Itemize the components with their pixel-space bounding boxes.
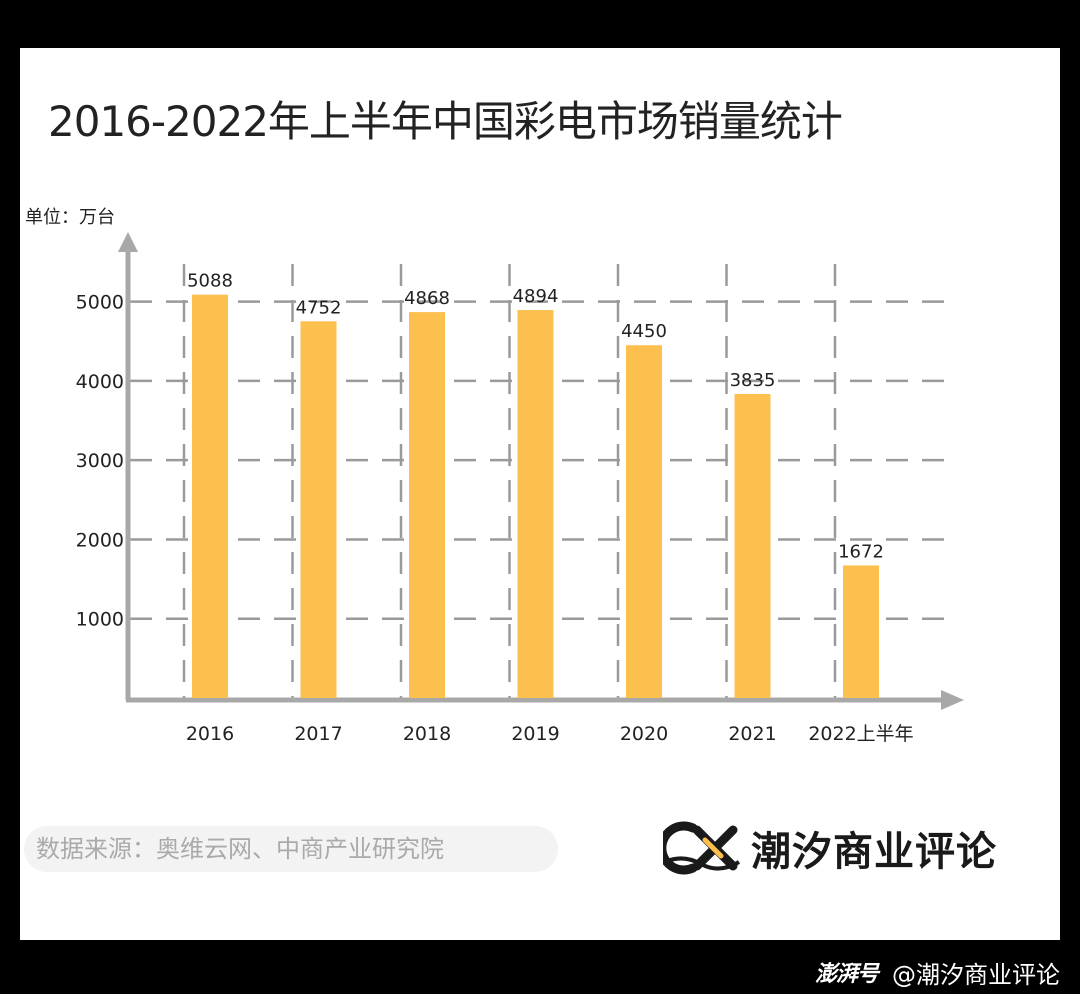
bar	[517, 310, 554, 698]
bars	[192, 294, 879, 698]
x-tick-label: 2016	[186, 723, 234, 745]
axes	[118, 232, 964, 710]
x-tick-label: 2018	[403, 723, 451, 745]
bar	[300, 321, 337, 698]
x-tick-label: 2019	[511, 723, 559, 745]
data-label: 3835	[730, 370, 776, 391]
footer-watermark: 澎湃号 @潮汐商业评论	[815, 954, 1060, 990]
chart-panel: 2016-2022年上半年中国彩电市场销量统计 单位：万台 1000 2000 30…	[20, 48, 1060, 940]
bar	[409, 312, 445, 698]
data-label: 4894	[513, 286, 559, 307]
y-tick-label: 4000	[76, 371, 124, 393]
data-source: 数据来源：奥维云网、中商产业研究院	[24, 826, 558, 872]
x-axis-arrow	[941, 690, 964, 710]
chart-title: 2016-2022年上半年中国彩电市场销量统计	[48, 97, 843, 146]
brand: 潮汐商业评论	[663, 818, 997, 878]
x-tick-label: 2022上半年	[808, 723, 913, 745]
x-tick-label: 2017	[294, 723, 342, 745]
brand-name: 潮汐商业评论	[751, 829, 997, 875]
footer-handle: @潮汐商业评论	[892, 960, 1060, 989]
brand-logo-icon	[663, 821, 741, 875]
x-tick-label: 2020	[620, 723, 668, 745]
footer-logo: 澎湃号	[814, 962, 879, 987]
labels: 1000 2000 3000 4000 5000 5088 2016 4752 2017 4868…	[76, 271, 914, 745]
unit-label: 单位：万台	[25, 207, 115, 228]
data-label: 4450	[621, 321, 667, 342]
bar	[734, 393, 771, 698]
data-label: 1672	[838, 541, 884, 562]
data-label: 5088	[187, 271, 233, 292]
bar	[192, 294, 228, 698]
y-axis-arrow	[118, 232, 138, 252]
bar	[843, 565, 879, 698]
y-tick-label: 2000	[76, 529, 124, 551]
bar	[626, 345, 662, 698]
data-label: 4868	[404, 288, 450, 309]
y-tick-label: 1000	[76, 609, 124, 631]
y-tick-label: 5000	[76, 292, 124, 314]
bar-chart: 1000 2000 3000 4000 5000 5088 2016 4752 2017 4868…	[76, 232, 964, 745]
y-tick-label: 3000	[76, 450, 124, 472]
data-label: 4752	[296, 297, 342, 318]
x-tick-label: 2021	[728, 723, 776, 745]
